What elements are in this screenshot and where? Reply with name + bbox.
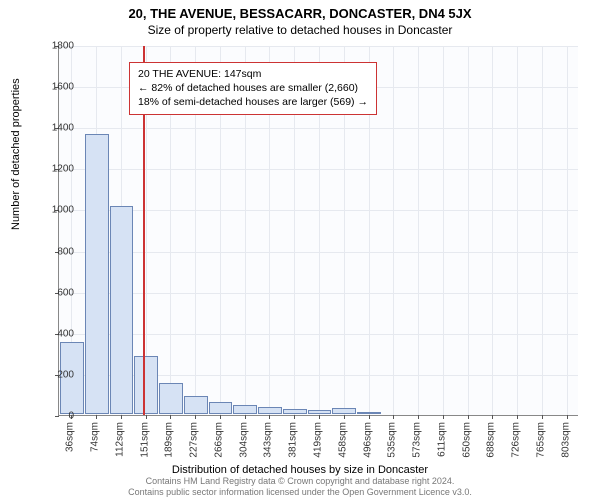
- histogram-bar: [308, 410, 332, 414]
- ytick-label: 400: [34, 328, 74, 339]
- annotation-line-2: ← 82% of detached houses are smaller (2,…: [138, 81, 368, 95]
- xtick-label: 573sqm: [412, 422, 423, 458]
- xtick-label: 74sqm: [90, 422, 101, 452]
- x-axis-label: Distribution of detached houses by size …: [0, 464, 600, 476]
- ytick-label: 0: [34, 411, 74, 422]
- ytick-label: 1400: [34, 123, 74, 134]
- xtick-label: 803sqm: [560, 422, 571, 458]
- gridline-v: [443, 46, 444, 415]
- xtick-mark: [220, 415, 221, 419]
- xtick-mark: [567, 415, 568, 419]
- gridline-v: [567, 46, 568, 415]
- xtick-mark: [146, 415, 147, 419]
- xtick-mark: [393, 415, 394, 419]
- xtick-mark: [245, 415, 246, 419]
- footer: Contains HM Land Registry data © Crown c…: [0, 476, 600, 499]
- footer-line-2: Contains public sector information licen…: [0, 487, 600, 498]
- gridline-v: [468, 46, 469, 415]
- ytick-label: 800: [34, 246, 74, 257]
- xtick-label: 381sqm: [288, 422, 299, 458]
- xtick-label: 458sqm: [337, 422, 348, 458]
- xtick-label: 304sqm: [238, 422, 249, 458]
- gridline-v: [418, 46, 419, 415]
- xtick-label: 726sqm: [511, 422, 522, 458]
- xtick-label: 611sqm: [436, 422, 447, 457]
- xtick-mark: [468, 415, 469, 419]
- annotation-box: 20 THE AVENUE: 147sqm ← 82% of detached …: [129, 62, 377, 115]
- xtick-label: 112sqm: [114, 422, 125, 457]
- plot-area: 20 THE AVENUE: 147sqm ← 82% of detached …: [58, 46, 578, 416]
- xtick-mark: [418, 415, 419, 419]
- xtick-mark: [344, 415, 345, 419]
- title-line-1: 20, THE AVENUE, BESSACARR, DONCASTER, DN…: [0, 0, 600, 21]
- histogram-bar: [283, 409, 307, 414]
- xtick-label: 650sqm: [461, 422, 472, 458]
- xtick-mark: [319, 415, 320, 419]
- xtick-label: 227sqm: [189, 422, 200, 458]
- xtick-mark: [542, 415, 543, 419]
- y-axis-label: Number of detached properties: [10, 78, 22, 230]
- histogram-bar: [184, 396, 208, 415]
- xtick-mark: [443, 415, 444, 419]
- chart-container: 20, THE AVENUE, BESSACARR, DONCASTER, DN…: [0, 0, 600, 500]
- xtick-label: 36sqm: [65, 422, 76, 452]
- xtick-mark: [195, 415, 196, 419]
- ytick-label: 200: [34, 369, 74, 380]
- xtick-label: 151sqm: [139, 422, 150, 458]
- xtick-label: 343sqm: [263, 422, 274, 458]
- histogram-bar: [159, 383, 183, 414]
- xtick-mark: [269, 415, 270, 419]
- xtick-label: 189sqm: [164, 422, 175, 458]
- ytick-label: 1000: [34, 205, 74, 216]
- histogram-bar: [209, 402, 233, 414]
- xtick-label: 266sqm: [213, 422, 224, 458]
- xtick-label: 688sqm: [486, 422, 497, 458]
- xtick-label: 765sqm: [535, 422, 546, 458]
- xtick-label: 496sqm: [362, 422, 373, 458]
- xtick-mark: [517, 415, 518, 419]
- histogram-bar: [110, 206, 134, 414]
- chart-area: 20 THE AVENUE: 147sqm ← 82% of detached …: [58, 46, 578, 416]
- ytick-label: 1600: [34, 82, 74, 93]
- xtick-mark: [121, 415, 122, 419]
- gridline-v: [393, 46, 394, 415]
- gridline-v: [492, 46, 493, 415]
- xtick-mark: [170, 415, 171, 419]
- xtick-label: 535sqm: [387, 422, 398, 458]
- histogram-bar: [85, 134, 109, 414]
- histogram-bar: [357, 412, 381, 414]
- annotation-line-1: 20 THE AVENUE: 147sqm: [138, 67, 368, 81]
- xtick-mark: [492, 415, 493, 419]
- xtick-mark: [96, 415, 97, 419]
- annotation-line-3: 18% of semi-detached houses are larger (…: [138, 95, 368, 109]
- footer-line-1: Contains HM Land Registry data © Crown c…: [0, 476, 600, 487]
- xtick-mark: [369, 415, 370, 419]
- ytick-label: 1800: [34, 41, 74, 52]
- ytick-label: 600: [34, 287, 74, 298]
- xtick-label: 419sqm: [313, 422, 324, 458]
- xtick-mark: [294, 415, 295, 419]
- histogram-bar: [233, 405, 257, 414]
- histogram-bar: [332, 408, 356, 414]
- title-line-2: Size of property relative to detached ho…: [0, 21, 600, 41]
- histogram-bar: [258, 407, 282, 414]
- gridline-v: [542, 46, 543, 415]
- gridline-v: [517, 46, 518, 415]
- ytick-label: 1200: [34, 164, 74, 175]
- histogram-bar: [134, 356, 158, 414]
